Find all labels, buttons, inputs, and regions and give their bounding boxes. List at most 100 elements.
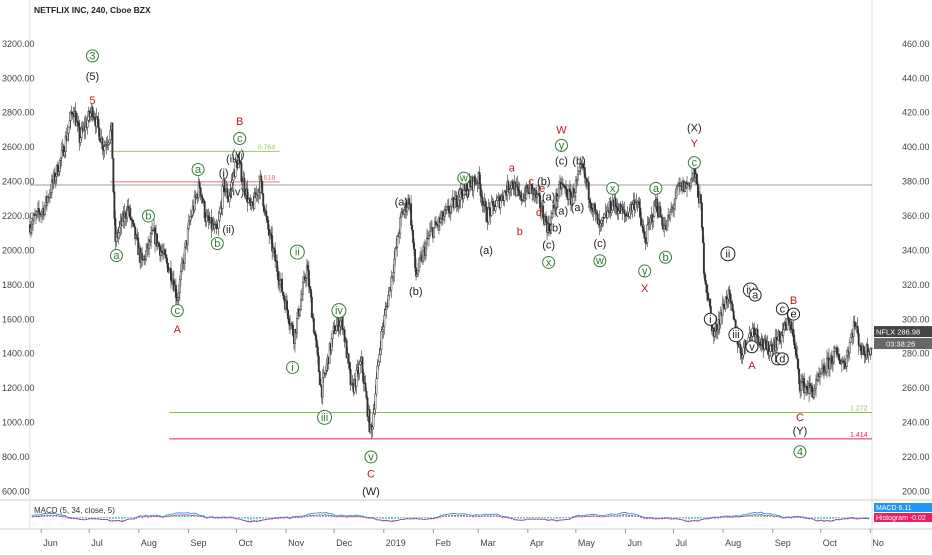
candle-body[interactable] bbox=[425, 243, 427, 256]
candles-layer[interactable] bbox=[29, 102, 873, 439]
candle-body[interactable] bbox=[815, 379, 817, 390]
candle-body[interactable] bbox=[690, 179, 692, 187]
candle-body[interactable] bbox=[266, 216, 269, 221]
candle-body[interactable] bbox=[69, 111, 72, 121]
candle-body[interactable] bbox=[270, 232, 273, 236]
candle-body[interactable] bbox=[368, 409, 371, 432]
candle-body[interactable] bbox=[165, 254, 167, 259]
candle-body[interactable] bbox=[768, 351, 771, 356]
candle-body[interactable] bbox=[782, 329, 785, 336]
candle-body[interactable] bbox=[669, 211, 672, 219]
candle-body[interactable] bbox=[857, 333, 860, 346]
candle-body[interactable] bbox=[274, 249, 277, 262]
candle-body[interactable] bbox=[794, 344, 797, 350]
candle-body[interactable] bbox=[68, 120, 71, 128]
candle-body[interactable] bbox=[396, 235, 399, 248]
candle-body[interactable] bbox=[387, 294, 390, 307]
candle-body[interactable] bbox=[199, 187, 202, 197]
candle-body[interactable] bbox=[587, 181, 590, 200]
candle-body[interactable] bbox=[578, 166, 581, 172]
candle-body[interactable] bbox=[174, 285, 177, 298]
candle-body[interactable] bbox=[832, 351, 835, 363]
candle-body[interactable] bbox=[324, 370, 327, 374]
candle-body[interactable] bbox=[365, 390, 368, 399]
candle-body[interactable] bbox=[179, 271, 182, 281]
candle-body[interactable] bbox=[129, 207, 132, 219]
candle-body[interactable] bbox=[778, 330, 781, 338]
candle-body[interactable] bbox=[659, 206, 662, 217]
candle-body[interactable] bbox=[478, 172, 481, 184]
candle-body[interactable] bbox=[309, 289, 312, 298]
candle-body[interactable] bbox=[376, 365, 379, 379]
candle-body[interactable] bbox=[265, 210, 268, 217]
candle-body[interactable] bbox=[359, 361, 362, 365]
candle-body[interactable] bbox=[719, 312, 722, 326]
candle-body[interactable] bbox=[136, 234, 139, 239]
candle-body[interactable] bbox=[79, 137, 82, 143]
candle-body[interactable] bbox=[599, 223, 602, 227]
candle-body[interactable] bbox=[60, 150, 63, 159]
candle-body[interactable] bbox=[606, 210, 609, 219]
candle-body[interactable] bbox=[310, 297, 313, 318]
candle-body[interactable] bbox=[429, 230, 431, 236]
candle-body[interactable] bbox=[276, 261, 279, 272]
candle-body[interactable] bbox=[833, 347, 836, 352]
candle-body[interactable] bbox=[733, 318, 736, 321]
candle-body[interactable] bbox=[221, 186, 224, 209]
candle-body[interactable] bbox=[422, 250, 424, 262]
candle-body[interactable] bbox=[859, 345, 862, 351]
candle-body[interactable] bbox=[373, 408, 376, 414]
candle-body[interactable] bbox=[450, 198, 453, 207]
candle-body[interactable] bbox=[164, 249, 166, 255]
candle-body[interactable] bbox=[545, 215, 548, 223]
candle-body[interactable] bbox=[786, 318, 789, 330]
candle-body[interactable] bbox=[485, 206, 488, 222]
candle-body[interactable] bbox=[754, 334, 757, 338]
candle-body[interactable] bbox=[67, 126, 70, 134]
candle-body[interactable] bbox=[240, 162, 243, 182]
candle-body[interactable] bbox=[837, 353, 840, 361]
candle-body[interactable] bbox=[286, 300, 289, 311]
candle-body[interactable] bbox=[176, 297, 179, 301]
candle-body[interactable] bbox=[639, 207, 642, 219]
candle-body[interactable] bbox=[447, 205, 450, 213]
candle-body[interactable] bbox=[573, 192, 576, 197]
candle-body[interactable] bbox=[63, 151, 66, 157]
candle-body[interactable] bbox=[583, 167, 586, 178]
candle-body[interactable] bbox=[304, 278, 307, 281]
candle-body[interactable] bbox=[588, 199, 591, 204]
candle-body[interactable] bbox=[287, 309, 289, 320]
candle-body[interactable] bbox=[414, 249, 417, 268]
candle-body[interactable] bbox=[416, 273, 419, 277]
candle-body[interactable] bbox=[432, 226, 435, 238]
candle-body[interactable] bbox=[798, 368, 801, 384]
candle-body[interactable] bbox=[277, 271, 280, 281]
candle-body[interactable] bbox=[600, 220, 603, 224]
candle-body[interactable] bbox=[488, 207, 491, 210]
candle-body[interactable] bbox=[134, 226, 137, 239]
candle-body[interactable] bbox=[133, 223, 136, 227]
candle-body[interactable] bbox=[741, 355, 744, 358]
candle-body[interactable] bbox=[76, 120, 79, 124]
candle-body[interactable] bbox=[631, 204, 634, 211]
candle-body[interactable] bbox=[218, 213, 221, 221]
candle-body[interactable] bbox=[57, 171, 60, 175]
candle-body[interactable] bbox=[403, 209, 406, 215]
candle-body[interactable] bbox=[418, 258, 420, 271]
candle-body[interactable] bbox=[445, 206, 448, 211]
candle-body[interactable] bbox=[380, 331, 383, 350]
candle-body[interactable] bbox=[614, 197, 617, 207]
candle-body[interactable] bbox=[539, 195, 542, 209]
candle-body[interactable] bbox=[33, 214, 35, 221]
candle-body[interactable] bbox=[183, 246, 186, 264]
candle-body[interactable] bbox=[520, 192, 523, 201]
candle-body[interactable] bbox=[306, 265, 309, 271]
candle-body[interactable] bbox=[400, 212, 403, 218]
candle-body[interactable] bbox=[820, 372, 822, 375]
candle-body[interactable] bbox=[758, 342, 761, 345]
candle-body[interactable] bbox=[349, 369, 352, 386]
candle-body[interactable] bbox=[279, 280, 282, 285]
candle-body[interactable] bbox=[548, 223, 551, 231]
candle-body[interactable] bbox=[301, 282, 304, 295]
candle-body[interactable] bbox=[641, 224, 644, 228]
